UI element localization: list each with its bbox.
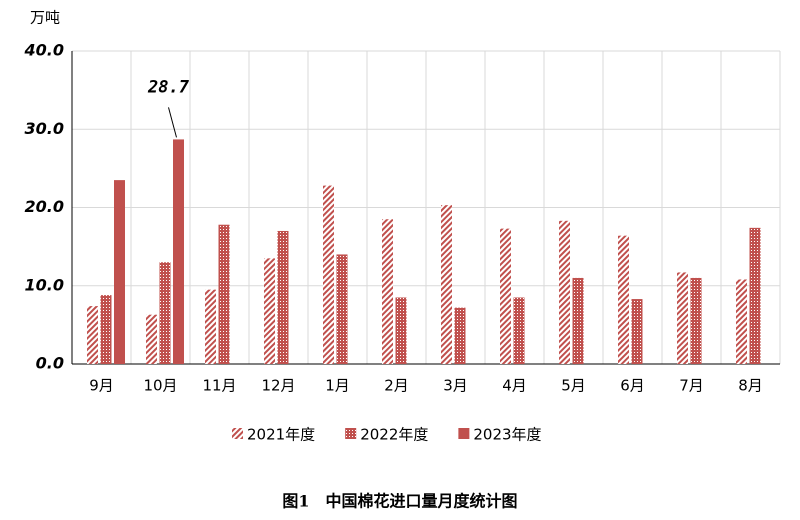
bar [277,230,289,364]
x-tick-label: 6月 [620,377,645,395]
bar [618,235,629,364]
x-tick-label: 7月 [679,377,704,395]
bar [159,262,171,364]
bar [454,307,466,364]
bar [559,220,570,364]
legend-label: 2022年度 [360,426,428,444]
legend-swatch [232,428,243,439]
x-tick-label: 2月 [384,377,409,395]
chart-title: 图1 中国棉花进口量月度统计图 [282,492,517,511]
bar [264,258,275,364]
x-tick-label: 12月 [261,377,295,395]
x-tick-label: 10月 [143,377,177,395]
bar [677,272,688,364]
bar [173,139,184,364]
legend-label: 2023年度 [473,426,541,444]
x-tick-label: 1月 [325,377,350,395]
x-tick-label: 3月 [443,377,468,395]
y-tick-label: 10.0 [25,275,64,294]
bar [736,279,747,364]
y-axis-label: 万吨 [30,9,60,27]
bar [100,295,112,364]
bar [218,224,230,364]
bar [572,277,584,364]
bar [87,306,98,364]
bar [336,254,348,364]
y-tick-label: 40.0 [24,41,64,60]
x-tick-label: 9月 [89,377,114,395]
bar [500,228,511,364]
legend-swatch [458,428,470,439]
bar [323,185,334,364]
x-tick-label: 8月 [738,377,763,395]
bar [146,314,157,364]
x-tick-label: 4月 [502,377,527,395]
y-tick-label: 30.0 [25,119,64,138]
bar [441,205,452,364]
bar [205,289,216,364]
legend-label: 2021年度 [247,426,315,444]
y-tick-label: 20.0 [25,197,64,216]
bar [513,297,525,364]
bar [749,227,761,364]
bar [395,297,407,364]
value-label: 28.7 [147,77,190,97]
bar [114,180,125,364]
bar [382,219,393,364]
bar [690,277,702,364]
y-tick-label: 0.0 [36,354,64,373]
legend-swatch [345,428,357,439]
x-tick-label: 11月 [202,377,236,395]
bar [631,299,643,364]
label-leader [168,107,177,138]
x-tick-label: 5月 [561,377,586,395]
